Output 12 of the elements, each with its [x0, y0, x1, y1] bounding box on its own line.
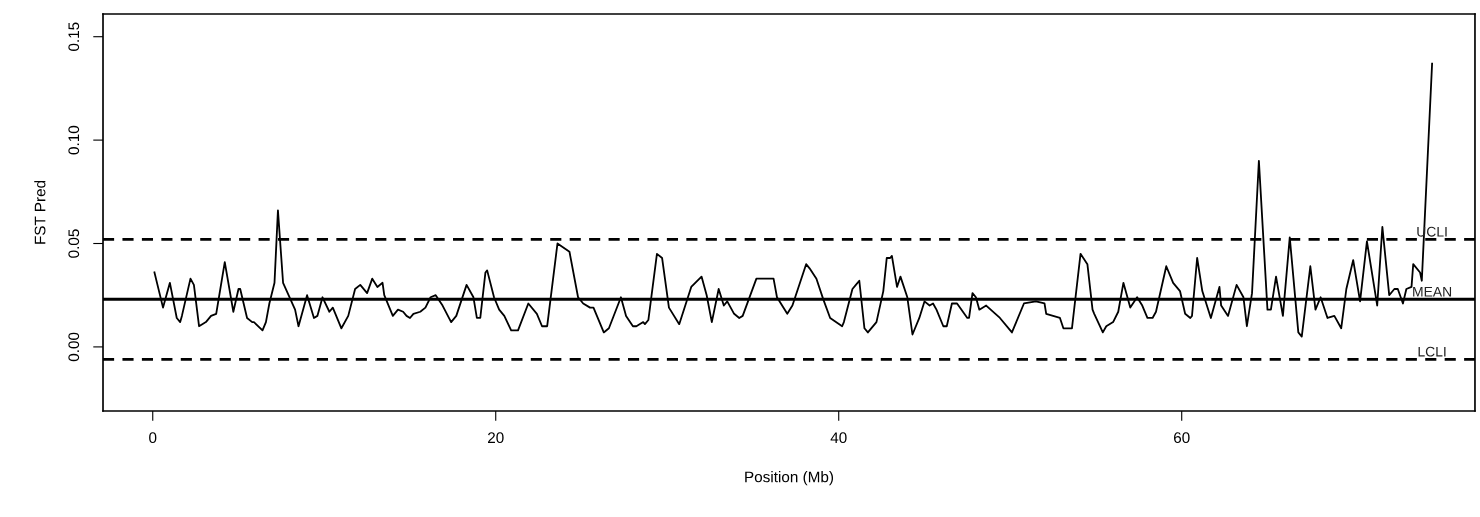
x-tick-label: 20 [488, 432, 504, 444]
x-tick-label: 60 [1173, 432, 1190, 444]
y-tick-label: 0.05 [68, 229, 80, 258]
x-tick-label: 0 [149, 432, 157, 444]
y-axis-title: FST Pred [34, 180, 46, 244]
ref-line-label: MEAN [1413, 286, 1452, 297]
y-tick-label: 0.10 [68, 125, 80, 155]
x-tick-label: 40 [830, 432, 847, 444]
x-axis-title: Position (Mb) [745, 471, 834, 486]
y-tick-label: 0.00 [68, 332, 80, 362]
ref-line-label: LCLI [1418, 346, 1446, 357]
y-tick-label: 0.15 [68, 22, 80, 51]
